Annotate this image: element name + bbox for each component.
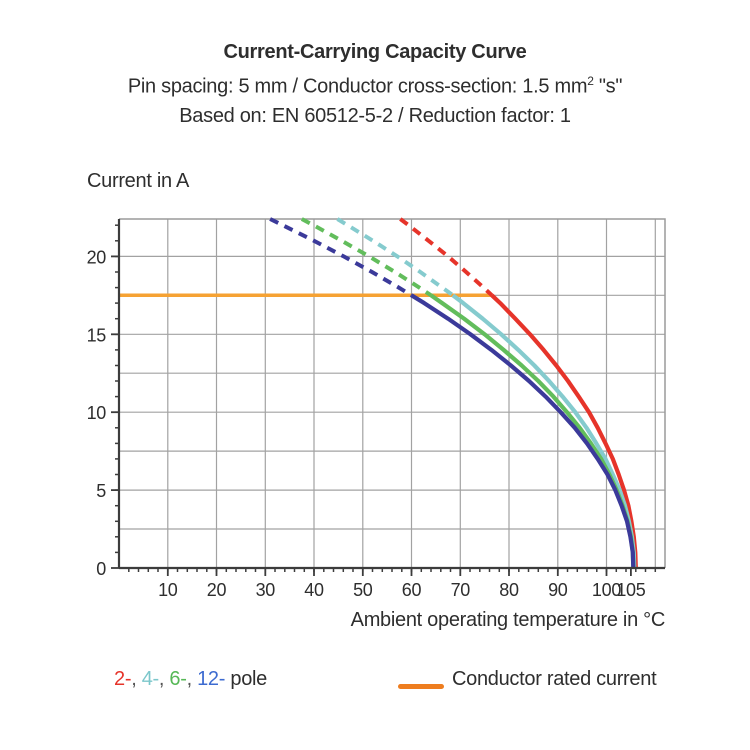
legend-separator: , [131, 668, 142, 690]
x-tick-label: 40 [304, 580, 324, 600]
x-tick-label: 70 [451, 580, 471, 600]
y-tick-label: 5 [96, 481, 106, 501]
y-tick-label: 0 [96, 559, 106, 579]
x-tick-label: 100 [592, 580, 621, 600]
legend-pole-12: 12- [197, 668, 226, 690]
legend-pole-2: 2- [114, 668, 132, 690]
y-axis-title: Current in A [87, 170, 190, 192]
rated-current-label: Conductor rated current [452, 668, 657, 690]
legend-poles: 2-, 4-, 6-, 12- pole [114, 668, 267, 691]
subtitle-superscript: 2 [587, 74, 594, 88]
subtitle-spacing-text: Pin spacing: 5 mm / Conductor cross-sect… [127, 75, 588, 98]
chart-header: Current-Carrying Capacity Curve Pin spac… [0, 38, 750, 131]
y-tick-label: 15 [87, 325, 107, 345]
legend-pole-6: 6- [169, 668, 187, 690]
x-axis-title: Ambient operating temperature in °C [350, 609, 666, 631]
legend-pole-4: 4- [141, 668, 159, 690]
y-tick-label: 20 [87, 247, 107, 267]
legend-separator: , [158, 668, 170, 690]
x-tick-label: 80 [499, 580, 519, 600]
legend-pole-suffix: pole [225, 668, 267, 690]
x-tick-label: 20 [207, 580, 227, 600]
chart-subtitle-1: Pin spacing: 5 mm / Conductor cross-sect… [0, 67, 750, 102]
x-tick-label: 60 [402, 580, 422, 600]
x-tick-label: 50 [353, 580, 373, 600]
x-tick-label: 10 [158, 580, 178, 600]
legend: 2-, 4-, 6-, 12- pole Conductor rated cur… [0, 668, 750, 708]
chart-subtitle-2: Based on: EN 60512-5-2 / Reduction facto… [179, 104, 571, 127]
y-tick-label: 10 [87, 403, 107, 423]
legend-separator: , [186, 668, 198, 690]
rated-current-line-swatch [398, 684, 444, 689]
chart-title: Current-Carrying Capacity Curve [223, 41, 527, 63]
subtitle-unit-suffix: "s" [593, 75, 623, 98]
x-tick-label: 90 [548, 580, 568, 600]
x-tick-label: 105 [616, 580, 645, 600]
x-tick-label: 30 [256, 580, 276, 600]
